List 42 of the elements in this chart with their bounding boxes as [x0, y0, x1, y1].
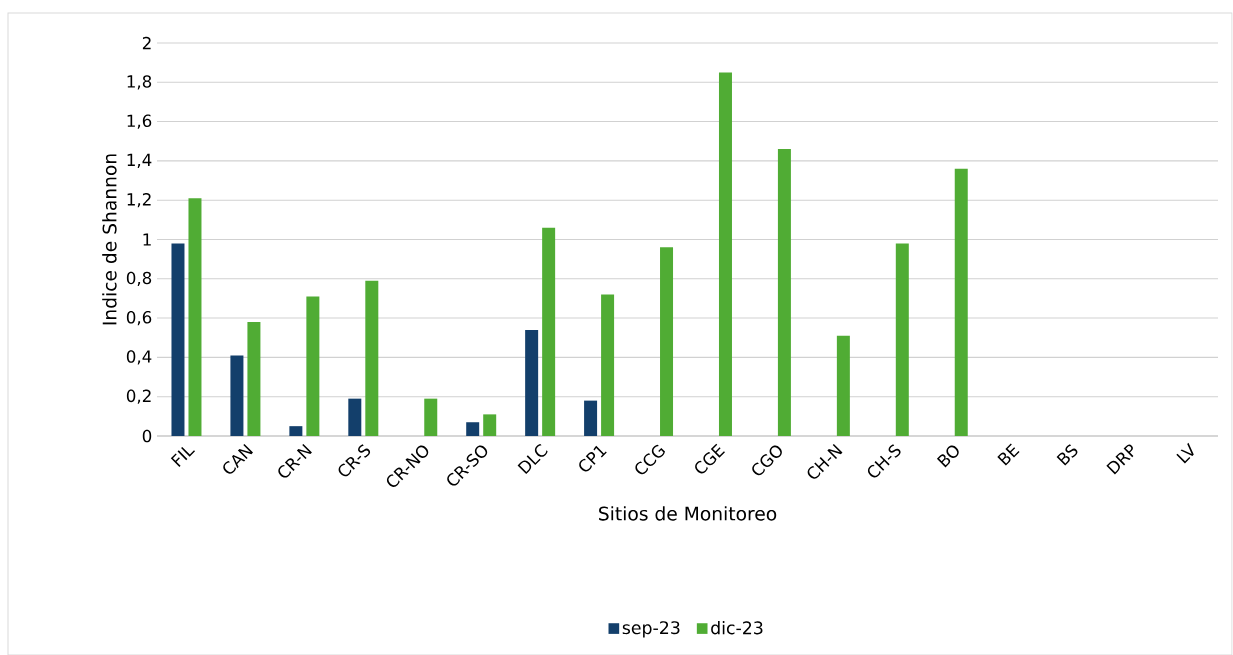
bar [306, 296, 320, 436]
bar [601, 294, 615, 436]
bar [230, 355, 244, 436]
bar [542, 227, 556, 436]
y-tick-label: 0,8 [126, 271, 152, 286]
bar [836, 335, 850, 436]
bar [895, 243, 909, 436]
y-tick-label: 0,6 [126, 310, 152, 326]
bar [289, 426, 303, 436]
y-tick-label: 1,4 [127, 153, 152, 168]
bar [718, 72, 732, 436]
x-axis-title: Sitios de Monitoreo [599, 506, 777, 521]
x-tick-label: BS [1056, 444, 1078, 466]
x-tick-label: BE [997, 443, 1020, 466]
bar [660, 247, 674, 436]
y-tick-label: 0,4 [126, 350, 152, 365]
y-tick-label: 1,2 [127, 193, 151, 208]
y-tick-label: 0,2 [126, 389, 151, 404]
x-tick-label: BO [936, 445, 959, 468]
bar [777, 149, 791, 436]
y-tick-label: 1,6 [127, 114, 152, 129]
x-tick-label: CP1 [579, 445, 607, 472]
bar [365, 280, 379, 436]
bar [584, 400, 598, 436]
y-tick-label: 2 [142, 36, 151, 50]
bar [188, 198, 202, 436]
y-tick-label: 1 [143, 233, 151, 246]
bar [348, 398, 362, 436]
bar [424, 398, 438, 436]
bar [247, 322, 261, 436]
y-tick-label: 1,8 [127, 75, 152, 90]
y-axis-title: Indice de Shannon [102, 154, 117, 325]
bar [171, 243, 185, 436]
x-tick-label: FIL [170, 446, 195, 467]
x-tick-label: LV [1176, 442, 1194, 464]
legend-label: dic-23 [711, 620, 763, 635]
bar [483, 414, 497, 436]
bar [954, 168, 968, 436]
y-tick-label: 0 [142, 429, 152, 443]
legend-label: sep-23 [622, 621, 680, 638]
bar [466, 422, 480, 436]
bar [525, 329, 539, 436]
